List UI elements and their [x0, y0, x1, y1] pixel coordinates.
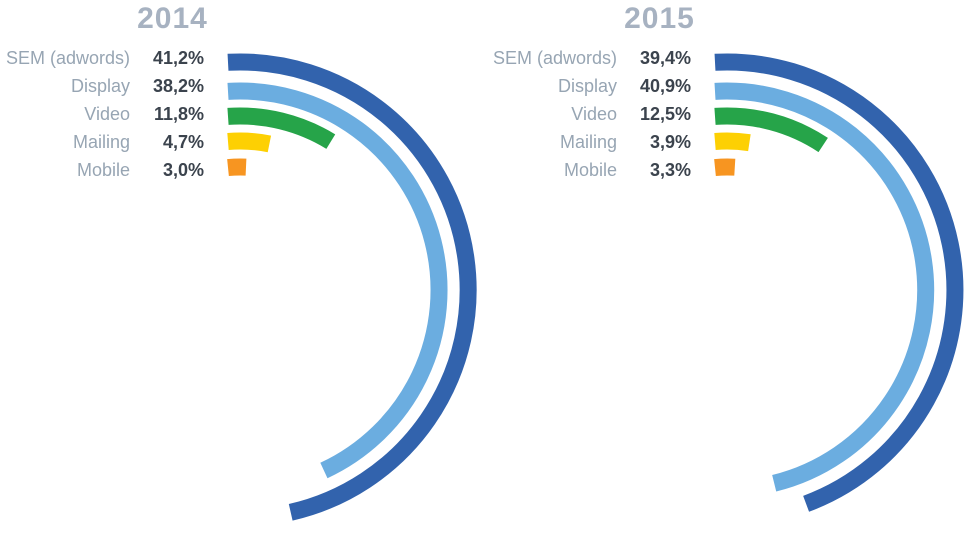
legend-row-mobile: Mobile 3,0% — [0, 156, 204, 184]
legend-row-video: Video 12,5% — [487, 100, 691, 128]
legend-label: Display — [557, 75, 617, 96]
arc-mailing — [714, 132, 751, 152]
legend-row-display: Display 38,2% — [0, 72, 204, 100]
legend-label: Mobile — [563, 159, 617, 180]
legend-value: 3,3% — [649, 159, 691, 180]
arc-mailing — [227, 132, 272, 153]
legend-row-sem-adwords: SEM (adwords) 41,2% — [0, 44, 204, 72]
legend-row-mailing: Mailing 3,9% — [487, 128, 691, 156]
legend-row-sem-adwords: SEM (adwords) 39,4% — [487, 44, 691, 72]
chart-2014-panel: 2014 SEM (adwords) 41,2% Display 38,2% Video… — [0, 2, 477, 521]
legend-value: 11,8% — [153, 103, 204, 124]
arc-video — [714, 107, 828, 153]
chart-title: 2015 — [624, 2, 695, 35]
arc-video — [227, 107, 336, 149]
legend-row-display: Display 40,9% — [487, 72, 691, 100]
radial-arcs — [227, 53, 477, 521]
legend-value: 3,9% — [649, 131, 691, 152]
arc-display — [227, 82, 448, 479]
legend-label: Video — [84, 103, 130, 124]
arc-sem-adwords — [714, 53, 964, 512]
legend-value: 40,9% — [639, 75, 691, 96]
legend-value: 3,0% — [162, 159, 204, 180]
legend-value: 41,2% — [152, 47, 204, 68]
legend: SEM (adwords) 41,2% Display 38,2% Video 11,8%… — [0, 44, 204, 184]
legend-value: 4,7% — [162, 131, 204, 152]
legend-label: Mailing — [72, 131, 130, 152]
chart-title: 2014 — [137, 2, 208, 35]
legend-value: 39,4% — [639, 47, 691, 68]
legend-value: 12,5% — [639, 103, 691, 124]
legend-row-mobile: Mobile 3,3% — [487, 156, 691, 184]
legend-label: Video — [571, 103, 617, 124]
arc-mobile — [227, 158, 247, 177]
chart-2015-panel: 2015 SEM (adwords) 39,4% Display 40,9% Video… — [487, 0, 974, 533]
legend-row-video: Video 11,8% — [0, 100, 204, 128]
legend-value: 38,2% — [152, 75, 204, 96]
arc-sem-adwords — [227, 53, 477, 521]
legend-label: Mailing — [559, 131, 617, 152]
legend-label: SEM (adwords) — [492, 47, 617, 68]
legend-row-mailing: Mailing 4,7% — [0, 128, 204, 156]
arc-display — [714, 82, 935, 492]
radial-arcs — [714, 53, 964, 512]
arc-mobile — [714, 158, 736, 177]
legend: SEM (adwords) 39,4% Display 40,9% Video 12,5%… — [487, 44, 691, 184]
legend-label: SEM (adwords) — [5, 47, 130, 68]
legend-label: Mobile — [76, 159, 130, 180]
legend-label: Display — [70, 75, 130, 96]
